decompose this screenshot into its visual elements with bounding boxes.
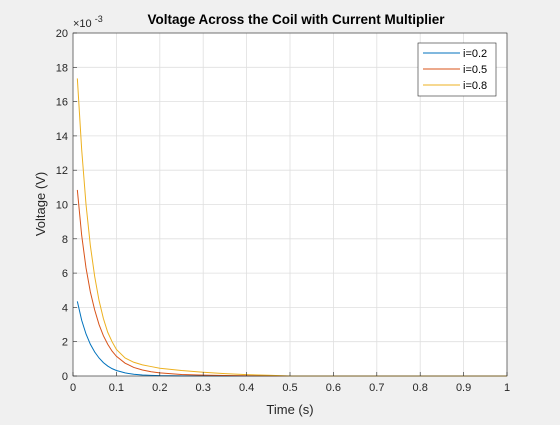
y-tick-label: 4 — [62, 302, 68, 314]
y-tick-label: 8 — [62, 234, 68, 246]
legend: i=0.2 i=0.5 i=0.8 — [418, 43, 496, 96]
y-tick-label: 18 — [56, 62, 68, 74]
y-axis-label: Voltage (V) — [33, 172, 48, 236]
y-tick-label: 14 — [56, 131, 68, 143]
x-tick-label: 0.5 — [282, 382, 297, 394]
x-axis-label: Time (s) — [266, 402, 313, 417]
y-tick-label: 12 — [56, 165, 68, 177]
x-tick-label: 0.7 — [369, 382, 384, 394]
x-tick-label: 0.2 — [152, 382, 167, 394]
x-tick-label: 0.3 — [196, 382, 211, 394]
x-tick-label: 0 — [70, 382, 76, 394]
y-exponent-power: -3 — [95, 14, 103, 24]
y-exponent-base: ×10 — [73, 18, 92, 30]
y-exponent-label: ×10 -3 — [73, 14, 103, 30]
x-tick-label: 0.4 — [239, 382, 254, 394]
y-tick-label: 0 — [62, 371, 68, 383]
legend-label-2: i=0.8 — [463, 80, 487, 92]
y-tick-label: 6 — [62, 268, 68, 280]
y-tick-label: 10 — [56, 200, 68, 212]
y-tick-label: 2 — [62, 337, 68, 349]
y-tick-label: 16 — [56, 97, 68, 109]
svg-text:×10 -3: ×10 -3 — [73, 14, 103, 30]
x-tick-label: 0.8 — [413, 382, 428, 394]
y-tick-label: 20 — [56, 28, 68, 40]
x-tick-label: 0.1 — [109, 382, 124, 394]
chart-title: Voltage Across the Coil with Current Mul… — [147, 12, 445, 27]
x-tick-label: 0.9 — [456, 382, 471, 394]
x-tick-label: 0.6 — [326, 382, 341, 394]
x-tick-label: 1 — [504, 382, 510, 394]
legend-label-0: i=0.2 — [463, 48, 487, 60]
legend-label-1: i=0.5 — [463, 64, 487, 76]
